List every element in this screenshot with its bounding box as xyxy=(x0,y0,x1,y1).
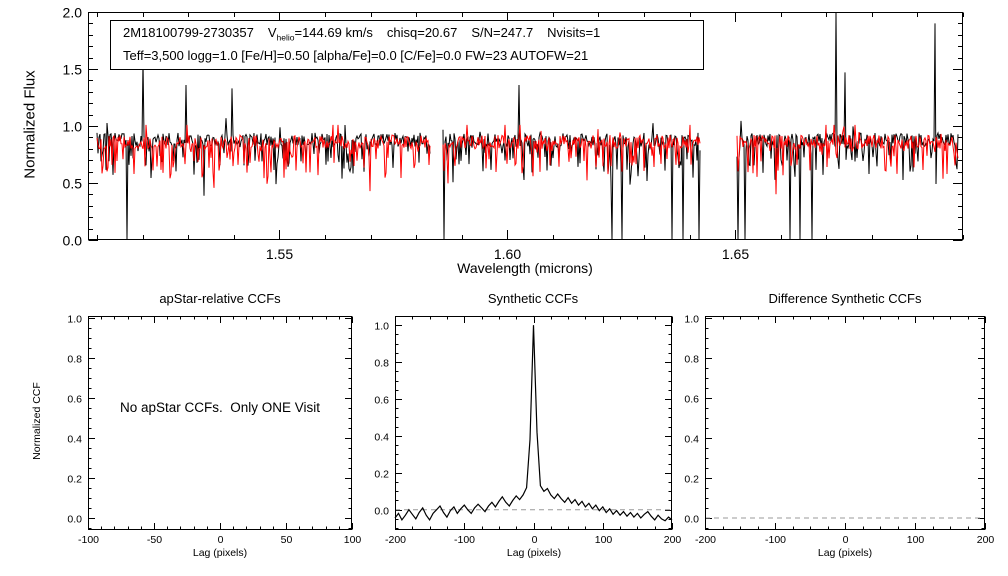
svg-text:0: 0 xyxy=(532,534,538,546)
synthetic-ccf-x-axis-title: Lag (pixels) xyxy=(506,547,562,559)
difference-ccf-panel-title: Difference Synthetic CCFs xyxy=(768,291,922,306)
svg-text:0.8: 0.8 xyxy=(684,353,699,365)
svg-text:1.0: 1.0 xyxy=(684,313,699,325)
svg-text:1.0: 1.0 xyxy=(374,320,389,332)
ccf-y-axis-title: Normalized CCF xyxy=(31,382,43,460)
svg-text:0.6: 0.6 xyxy=(684,393,699,405)
svg-text:200: 200 xyxy=(977,534,995,546)
svg-text:0.8: 0.8 xyxy=(374,357,389,369)
svg-text:0.0: 0.0 xyxy=(684,513,699,525)
svg-text:0.5: 0.5 xyxy=(63,176,83,192)
svg-text:0.4: 0.4 xyxy=(67,433,82,445)
star-id: 2M18100799-2730357 xyxy=(123,25,254,40)
chisq-value: chisq=20.67 xyxy=(386,25,458,40)
svg-text:0.2: 0.2 xyxy=(67,473,82,485)
svg-text:-100: -100 xyxy=(454,534,475,546)
svg-text:-200: -200 xyxy=(385,534,406,546)
svg-text:-50: -50 xyxy=(147,534,162,546)
svg-text:1.55: 1.55 xyxy=(266,246,293,262)
svg-text:100: 100 xyxy=(595,534,613,546)
svg-text:0.8: 0.8 xyxy=(67,353,82,365)
synthetic-ccf-panel-title: Synthetic CCFs xyxy=(487,291,579,306)
svg-text:1.0: 1.0 xyxy=(63,119,83,135)
no-apstar-ccf-message: No apStar CCFs. Only ONE Visit xyxy=(119,400,321,415)
svg-text:1.60: 1.60 xyxy=(494,246,521,262)
svg-text:0.0: 0.0 xyxy=(63,233,83,249)
svg-text:1.65: 1.65 xyxy=(722,246,749,262)
vhelio-label: V xyxy=(267,25,277,40)
svg-text:0.6: 0.6 xyxy=(67,393,82,405)
svg-text:100: 100 xyxy=(907,534,925,546)
svg-text:-100: -100 xyxy=(78,534,99,546)
spectrum-y-axis-title: Normalized Flux xyxy=(21,70,39,179)
svg-text:0.4: 0.4 xyxy=(374,431,389,443)
svg-text:1.5: 1.5 xyxy=(63,62,83,78)
svg-text:-200: -200 xyxy=(695,534,716,546)
snr-value: S/N=247.7 xyxy=(471,25,534,40)
svg-text:0.0: 0.0 xyxy=(67,513,82,525)
svg-text:2.0: 2.0 xyxy=(63,5,83,21)
spectrum-annotation-box: 2M18100799-2730357 Vhelio=144.69 km/s chis… xyxy=(110,20,704,70)
nvisits-value: Nvisits=1 xyxy=(547,25,601,40)
svg-text:0: 0 xyxy=(843,534,849,546)
apstar-ccf-x-axis-title: Lag (pixels) xyxy=(192,547,248,559)
svg-text:0.2: 0.2 xyxy=(684,473,699,485)
svg-text:-100: -100 xyxy=(765,534,786,546)
apstar-ccf-panel-title: apStar-relative CCFs xyxy=(159,291,281,306)
spectrum-x-axis-title: Wavelength (microns) xyxy=(457,260,593,276)
svg-text:100: 100 xyxy=(344,534,362,546)
svg-text:200: 200 xyxy=(664,534,682,546)
vhelio-subscript: helio xyxy=(276,32,295,43)
svg-text:0.0: 0.0 xyxy=(374,505,389,517)
svg-text:0.6: 0.6 xyxy=(374,394,389,406)
stellar-parameters-line: Teff=3,500 logg=1.0 [Fe/H]=0.50 [alpha/F… xyxy=(123,47,589,63)
difference-ccf-x-axis-title: Lag (pixels) xyxy=(817,547,873,559)
vhelio-value: =144.69 km/s xyxy=(294,25,373,40)
annotation-line-1: 2M18100799-2730357 Vhelio=144.69 km/s chis… xyxy=(123,24,695,47)
svg-text:0.4: 0.4 xyxy=(684,433,699,445)
svg-text:50: 50 xyxy=(281,534,293,546)
svg-text:1.0: 1.0 xyxy=(67,313,82,325)
svg-text:0.2: 0.2 xyxy=(374,468,389,480)
svg-text:0: 0 xyxy=(218,534,224,546)
